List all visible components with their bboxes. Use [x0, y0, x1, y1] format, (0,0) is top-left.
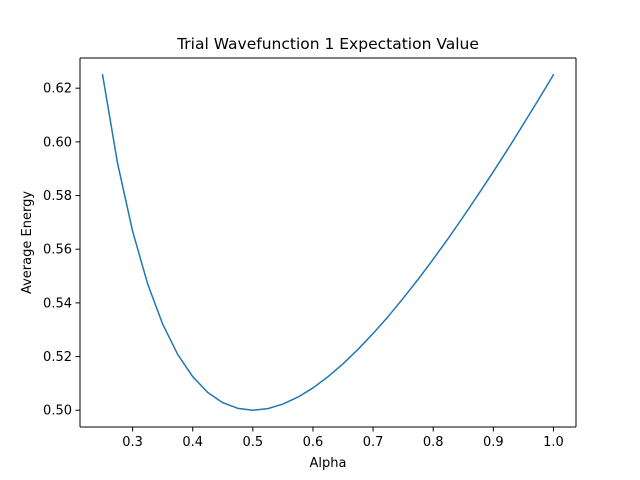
y-tick-label: 0.50 — [43, 404, 72, 419]
x-tick-label: 0.8 — [423, 435, 444, 450]
y-tick-label: 0.56 — [43, 243, 72, 258]
x-tick-label: 1.0 — [543, 435, 564, 450]
y-tick-label: 0.52 — [43, 350, 72, 365]
x-tick-label: 0.9 — [483, 435, 504, 450]
plot-area — [80, 58, 576, 427]
chart-title: Trial Wavefunction 1 Expectation Value — [176, 35, 479, 53]
x-tick-label: 0.7 — [363, 435, 384, 450]
x-tick-label: 0.3 — [122, 435, 143, 450]
series-line-0 — [101, 74, 555, 411]
x-tick-label: 0.5 — [243, 435, 264, 450]
series-layer — [101, 74, 555, 411]
y-axis: 0.50 0.52 0.54 0.56 0.58 0.60 0.62 — [43, 82, 80, 419]
y-tick-label: 0.60 — [43, 135, 72, 150]
y-tick-label: 0.54 — [43, 296, 72, 311]
y-tick-label: 0.58 — [43, 189, 72, 204]
x-axis: 0.3 0.4 0.5 0.6 0.7 0.8 0.9 1.0 — [122, 427, 564, 450]
y-axis-title: Average Energy — [20, 191, 35, 294]
x-tick-label: 0.4 — [182, 435, 203, 450]
x-tick-label: 0.6 — [303, 435, 324, 450]
x-axis-title: Alpha — [310, 456, 347, 471]
y-tick-label: 0.62 — [43, 82, 72, 97]
